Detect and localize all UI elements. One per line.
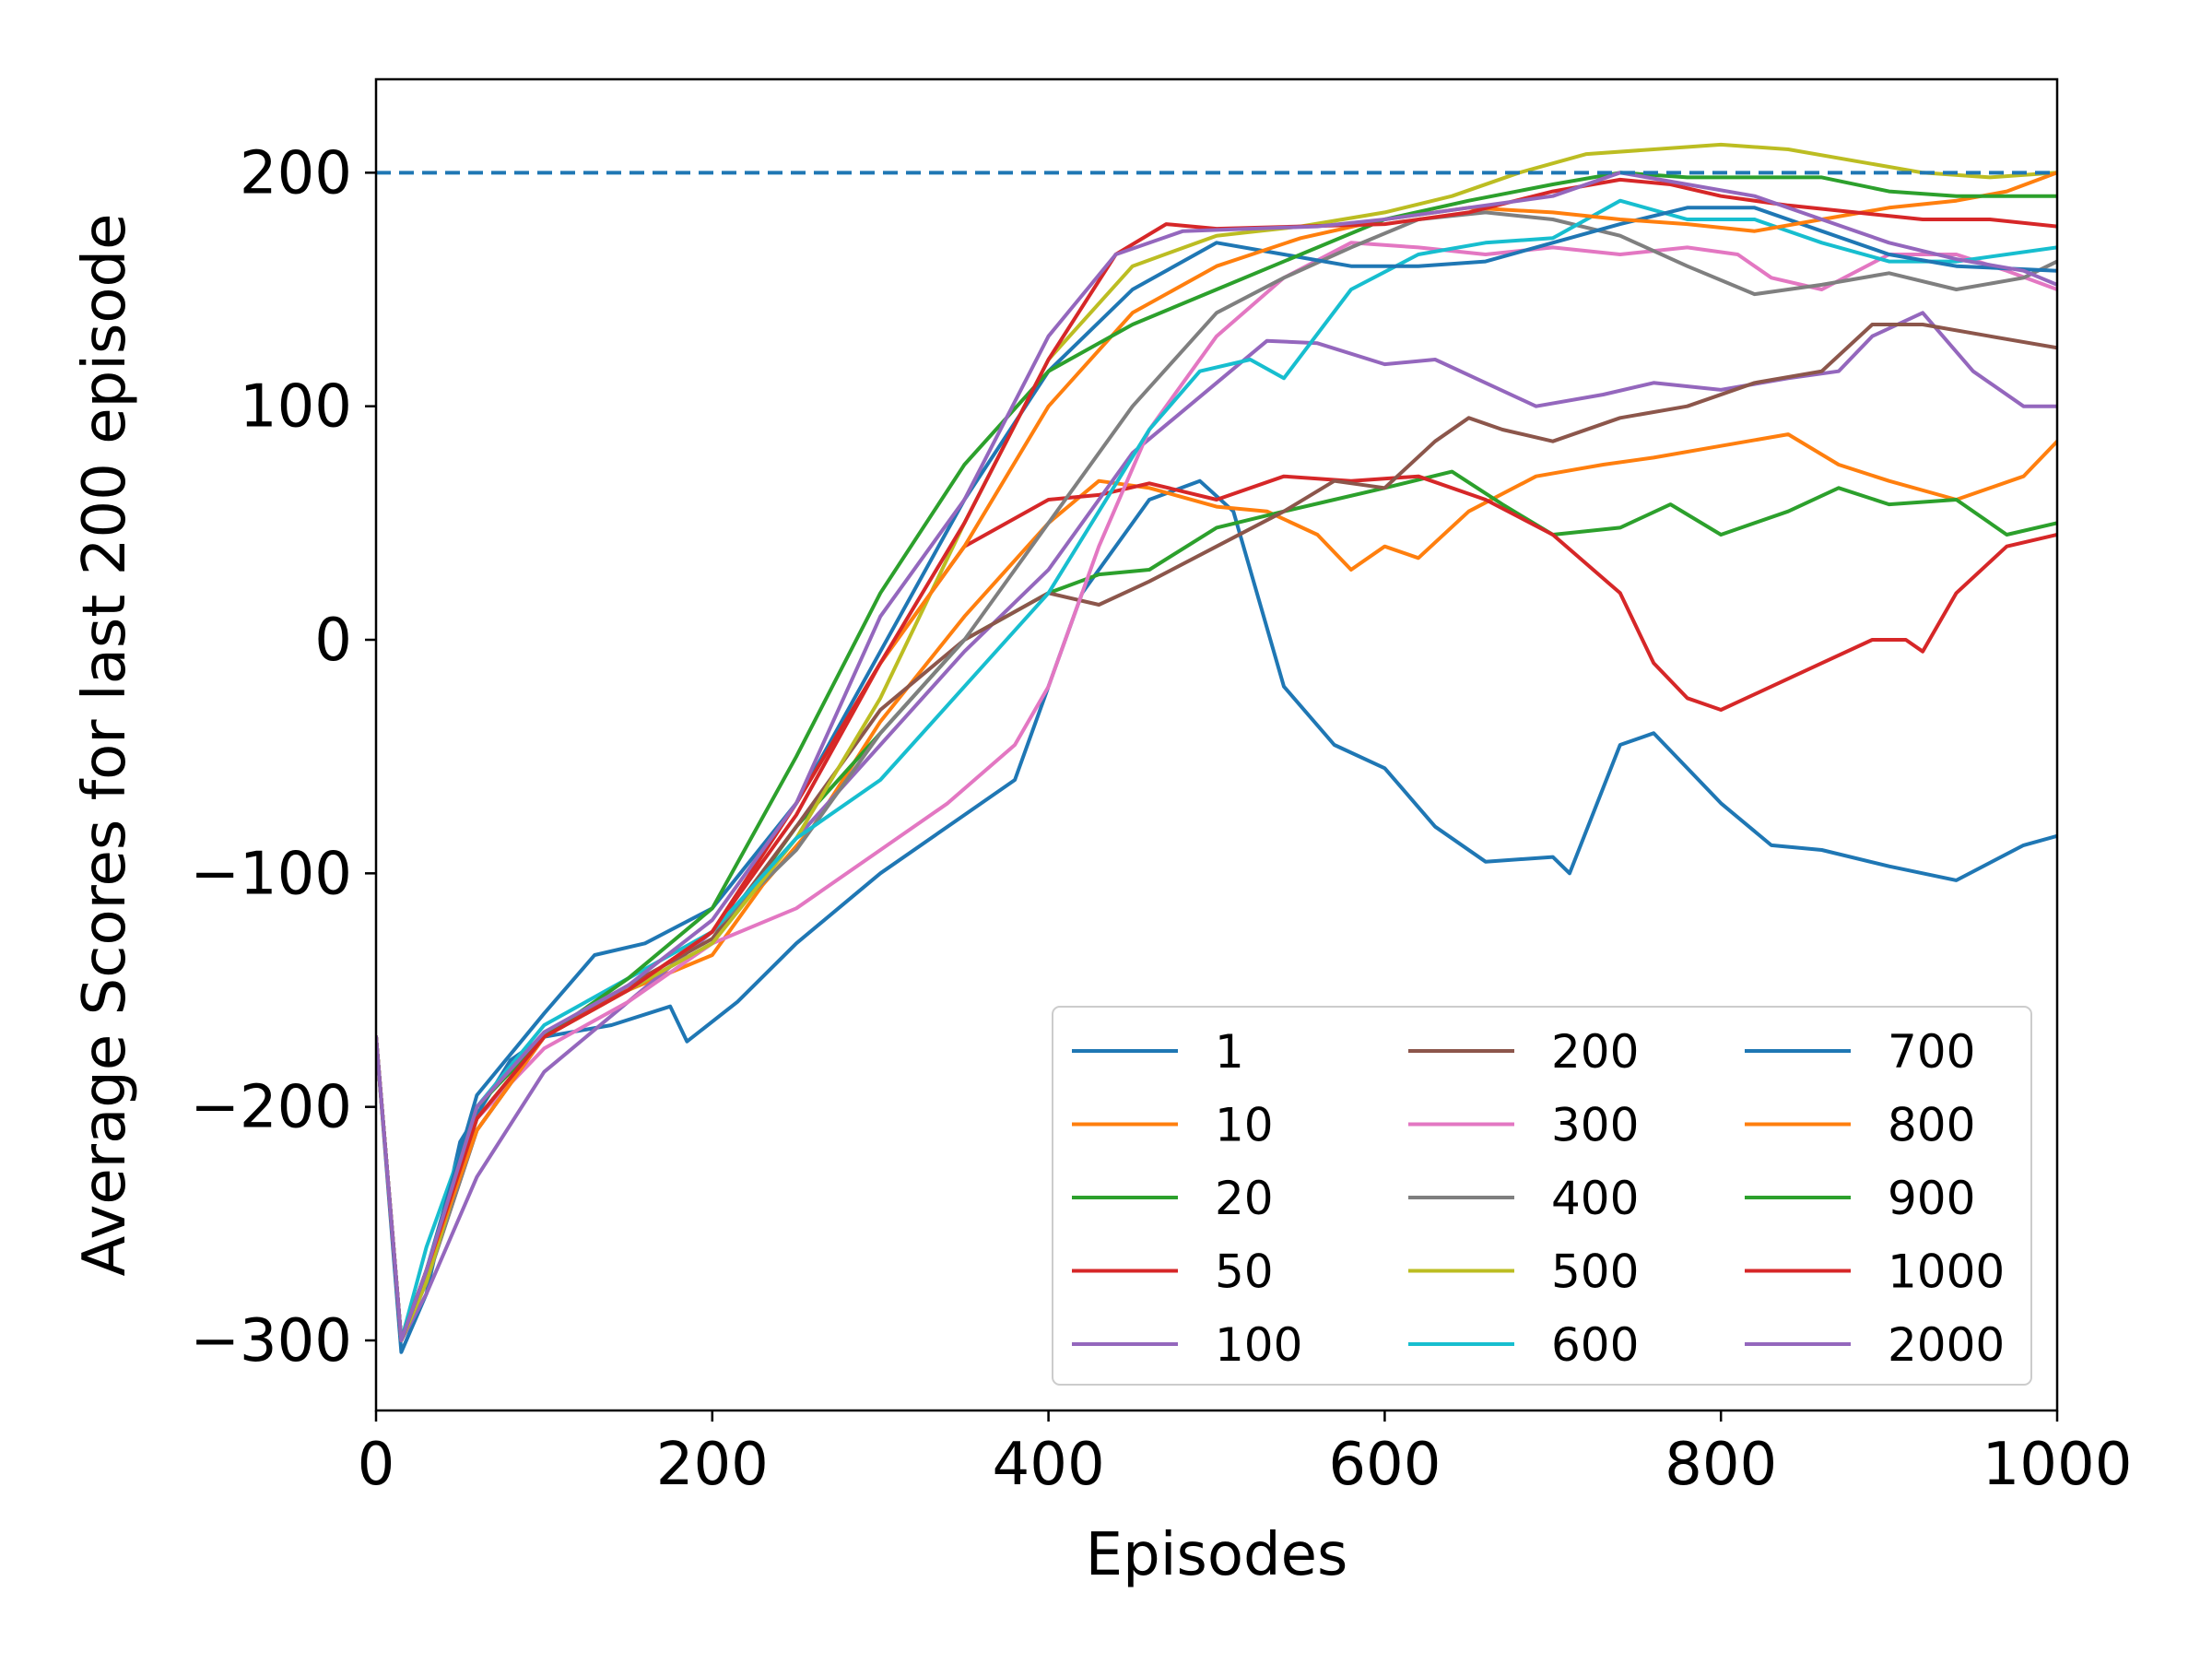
legend-entry-label: 900 [1888, 1172, 1975, 1225]
legend-entry-label: 600 [1551, 1318, 1639, 1372]
legend-entry-label: 2000 [1888, 1318, 2005, 1372]
legend-entry-label: 400 [1551, 1172, 1639, 1225]
x-tick-label: 400 [993, 1431, 1105, 1499]
y-tick-label: −100 [190, 840, 352, 908]
x-tick-label: 600 [1328, 1431, 1441, 1499]
y-tick-label: −300 [190, 1307, 352, 1375]
legend-entry-label: 100 [1215, 1318, 1302, 1372]
series-line-2000 [376, 171, 2057, 1342]
legend-box [1052, 1006, 2032, 1386]
legend-entry-label: 20 [1215, 1172, 1274, 1225]
x-tick-label: 200 [656, 1431, 769, 1499]
series-lines [376, 142, 2057, 1354]
x-tick-label: 800 [1665, 1431, 1777, 1499]
legend-entry-label: 200 [1551, 1025, 1639, 1079]
axis-ticks: 0 200 400 600 800 1000 −300 −200 −100 0 100 200 [190, 139, 2132, 1499]
legend-entry-label: 700 [1888, 1025, 1975, 1079]
legend-entry-label: 800 [1888, 1099, 1975, 1152]
legend-entry-label: 500 [1551, 1245, 1639, 1299]
legend-entry-label: 1000 [1888, 1245, 2005, 1299]
y-tick-label: 200 [240, 139, 352, 207]
plot-frame [374, 77, 2059, 1412]
series-line-700 [376, 206, 2057, 1342]
y-tick-label: −200 [190, 1074, 352, 1142]
x-axis-label: Episodes [1086, 1521, 1348, 1589]
legend-entry-label: 1 [1215, 1025, 1244, 1079]
x-tick-label: 0 [358, 1431, 395, 1499]
legend: 1 10 20 50 100 200 300 400 500 600 700 800 900 1000 20… [1052, 1006, 2032, 1386]
series-line-100 [376, 311, 2057, 1342]
y-axis-label: Average Scores for last 200 episode [71, 214, 139, 1277]
series-line-300 [376, 241, 2057, 1342]
x-tick-label: 1000 [1983, 1431, 2133, 1499]
y-tick-label: 0 [314, 607, 352, 675]
series-line-600 [376, 198, 2057, 1342]
y-tick-label: 100 [240, 373, 352, 442]
legend-entry-label: 50 [1215, 1245, 1274, 1299]
legend-entry-label: 10 [1215, 1099, 1274, 1152]
legend-entry-label: 300 [1551, 1099, 1639, 1152]
